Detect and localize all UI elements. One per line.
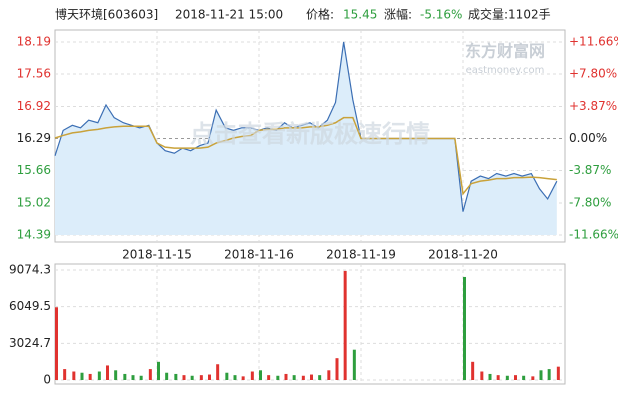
volume-bar (505, 375, 509, 380)
volume-bar (327, 370, 331, 380)
change-label: 涨幅: (384, 7, 412, 22)
volume-bar (352, 349, 356, 380)
volume-bar (539, 370, 543, 380)
watermark: 点击查看新版极速行情 (190, 120, 430, 148)
x-tick-label: 2018-11-16 (224, 248, 294, 262)
volume-bar (233, 375, 237, 380)
volume-bar (514, 375, 517, 380)
volume-bar (97, 371, 101, 380)
y-tick-label: 9074.3 (9, 263, 51, 277)
volume-total: 成交量:1102手 (468, 7, 551, 22)
volume-bar (267, 375, 271, 380)
x-tick-label: 2018-11-20 (428, 248, 498, 262)
volume-bar (496, 375, 500, 380)
logo-name: 东方财富网 (465, 42, 545, 61)
price: 15.45 (343, 8, 377, 22)
volume-bar (310, 374, 313, 380)
volume-bar (123, 373, 127, 380)
stock-name: 博天环境[603603] (55, 7, 158, 22)
volume-bar (88, 373, 92, 380)
price-label: 价格: (306, 7, 334, 22)
volume-bar (471, 361, 475, 380)
y-tick-label: 15.02 (17, 196, 51, 210)
volume-bar (157, 361, 160, 380)
volume-bar (301, 375, 305, 380)
y2-tick-label: +11.66% (569, 35, 618, 49)
y-tick-label: 6049.5 (9, 299, 51, 313)
volume-bar (199, 375, 203, 380)
volume-bar (292, 375, 296, 380)
volume-bar (522, 375, 526, 380)
volume-bar (488, 373, 492, 380)
volume-bar (148, 369, 152, 380)
price-line (54, 41, 558, 212)
x-tick-label: 2018-11-15 (122, 248, 192, 262)
volume-bar (72, 371, 76, 380)
volume-bar (547, 369, 551, 380)
volume-bar (190, 375, 194, 380)
volume-bar (250, 371, 254, 380)
volume-bar (276, 375, 280, 380)
volume-bar (80, 372, 84, 380)
y2-tick-label: +7.80% (569, 66, 617, 80)
change: -5.16% (420, 8, 462, 22)
volume-bar (131, 375, 135, 380)
y2-tick-label: -11.66% (569, 228, 618, 242)
price-area (55, 42, 557, 235)
average-line (54, 116, 557, 196)
volume-bar (63, 369, 67, 380)
volume-bar (139, 375, 143, 380)
logo-site: eastmoney.com (466, 65, 545, 76)
volume-bar (114, 370, 118, 380)
y2-tick-label: +3.87% (569, 99, 617, 113)
volume-bar (343, 270, 347, 380)
y-tick-label: 17.56 (17, 66, 51, 80)
y-tick-label: 0 (43, 373, 51, 387)
y-tick-label: 14.39 (17, 228, 51, 242)
price-frame (54, 29, 566, 243)
volume-bar (216, 364, 220, 380)
volume-bar (225, 372, 229, 380)
volume-bar (259, 370, 262, 380)
volume-bar (335, 358, 339, 380)
volume-bar (284, 373, 288, 380)
volume-bar (165, 372, 169, 380)
volume-bar (55, 307, 58, 380)
x-tick-label: 2018-11-19 (326, 248, 396, 262)
y-tick-label: 16.29 (17, 131, 51, 145)
volume-bar (480, 371, 484, 380)
time: 2018-11-21 15:00 (175, 8, 283, 22)
y-tick-label: 18.19 (17, 35, 51, 49)
y2-tick-label: -7.80% (569, 196, 611, 210)
y-tick-label: 16.92 (17, 99, 51, 113)
volume-bar (531, 376, 535, 380)
volume-bar (241, 376, 245, 380)
volume-bar (182, 375, 186, 380)
volume-bar (556, 366, 560, 380)
y2-tick-label: 0.00% (569, 131, 607, 145)
volume-bar (106, 365, 109, 380)
y-tick-label: 3024.7 (9, 336, 51, 350)
y2-tick-label: -3.87% (569, 163, 611, 177)
volume-bar (208, 374, 211, 380)
volume-bar (174, 373, 178, 380)
y-tick-label: 15.66 (17, 163, 51, 177)
volume-bar (463, 276, 466, 380)
volume-bar (318, 375, 322, 380)
